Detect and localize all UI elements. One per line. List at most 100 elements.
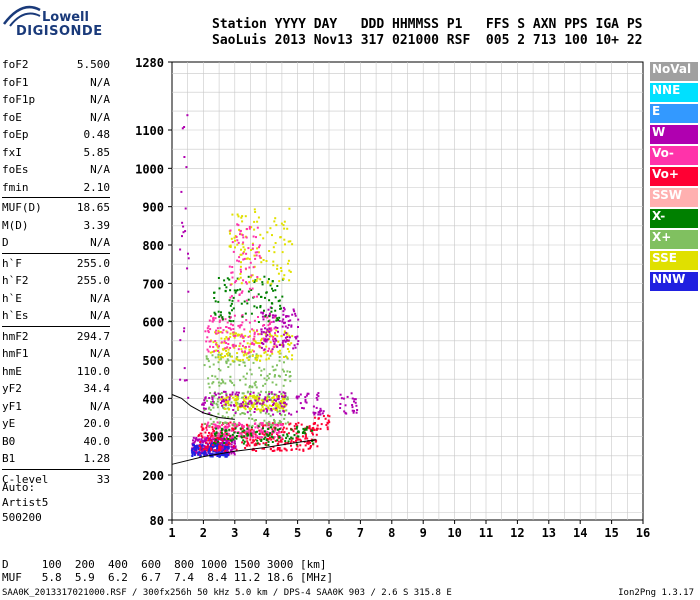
echo-point-vo- (247, 426, 250, 429)
echo-point-sse (247, 397, 250, 400)
echo-point-vo- (208, 431, 210, 434)
echo-point-sse (288, 279, 291, 282)
echo-point-vo- (256, 295, 258, 298)
echo-point-vo- (297, 438, 300, 441)
echo-point-vo- (277, 437, 280, 440)
param-key: h`F (2, 256, 22, 270)
echo-point-x- (267, 412, 270, 415)
echo-point-vo- (230, 271, 233, 274)
echo-point-vo- (306, 437, 309, 440)
echo-point-sse (280, 222, 283, 225)
echo-point-x- (251, 424, 254, 427)
echo-point-sse (248, 281, 251, 284)
echo-point-vo- (267, 424, 270, 426)
echo-point-w (288, 336, 291, 339)
echo-point-w (262, 318, 265, 321)
echo-point-vo- (314, 422, 316, 424)
echo-point-w (350, 392, 353, 395)
echo-point-sse (235, 332, 237, 335)
echo-point-x- (208, 406, 211, 409)
echo-point-vo- (206, 336, 209, 339)
echo-point-x- (271, 280, 274, 282)
echo-point-x- (279, 375, 281, 378)
echo-point-sse (227, 351, 230, 354)
echo-point-vo- (282, 426, 285, 429)
echo-point-sse (276, 405, 279, 408)
echo-point-x- (242, 442, 245, 445)
echo-point-x- (253, 305, 256, 308)
echo-point-vo- (243, 257, 246, 260)
param-row: fxI 5.85 (2, 144, 110, 162)
echo-point-x- (218, 287, 221, 290)
echo-point-sse (283, 220, 286, 223)
echo-point-w (276, 327, 279, 329)
echo-point-vo- (316, 424, 319, 427)
echo-point-sse (214, 349, 217, 352)
echo-point-w (179, 248, 182, 251)
echo-point-vo- (231, 276, 234, 279)
echo-point-w (264, 338, 267, 341)
echo-point-vo- (292, 430, 295, 433)
echo-point-vo- (249, 429, 252, 432)
echo-point-w (223, 400, 225, 403)
echo-point-vo- (226, 321, 229, 324)
echo-point-vo- (298, 448, 301, 451)
echo-point-x- (216, 377, 219, 380)
echo-point-sse (273, 220, 276, 223)
echo-point-vo- (315, 428, 318, 431)
echo-point-nnw (224, 442, 227, 445)
legend-entry-ssw: SSW (650, 188, 698, 207)
echo-point-vo- (212, 423, 215, 426)
echo-point-w (221, 400, 223, 403)
param-row: h`E N/A (2, 290, 110, 308)
echo-point-vo- (232, 328, 235, 330)
echo-point-vo- (265, 442, 268, 444)
echo-point-sse (225, 396, 228, 399)
echo-point-x- (225, 392, 228, 395)
param-separator (2, 325, 110, 327)
echo-point-x- (225, 360, 228, 363)
echo-point-x- (248, 417, 250, 420)
echo-point-x- (286, 433, 289, 436)
echo-point-vo- (226, 443, 228, 446)
echo-point-w (282, 318, 285, 321)
param-value: N/A (90, 309, 110, 322)
echo-point-w (265, 407, 268, 410)
param-value: N/A (90, 236, 110, 249)
echo-point-w (232, 404, 235, 407)
echo-point-vo- (253, 343, 256, 346)
echo-point-x- (271, 393, 274, 395)
echo-point-vo- (213, 449, 216, 452)
echo-point-x- (237, 395, 240, 398)
echo-point-vo- (257, 333, 260, 336)
echo-point-x- (264, 412, 267, 415)
echo-point-x- (224, 416, 227, 419)
echo-point-w (354, 398, 357, 401)
echo-point-x- (276, 285, 279, 287)
echo-point-w (201, 450, 204, 453)
echo-point-vo- (260, 431, 263, 434)
echo-point-sse (251, 355, 254, 357)
echo-point-vo- (222, 329, 225, 332)
echo-point-x- (250, 426, 253, 429)
echo-point-sse (223, 407, 226, 410)
x-tick-label: 11 (479, 526, 493, 540)
echo-point-x- (214, 313, 217, 316)
echo-point-vo- (320, 423, 323, 426)
echo-point-w (228, 396, 231, 399)
echo-point-w (292, 308, 295, 311)
echo-point-sse (257, 251, 260, 254)
echo-point-vo- (202, 427, 205, 430)
echo-point-x- (229, 435, 232, 438)
echo-point-w (265, 410, 268, 413)
echo-point-x- (217, 361, 220, 364)
echo-point-vo- (224, 347, 227, 350)
echo-point-w (224, 438, 227, 441)
echo-point-w (297, 326, 299, 328)
echo-point-vo- (201, 436, 204, 439)
echo-point-sse (212, 341, 215, 344)
echo-point-vo- (237, 324, 240, 327)
echo-point-w (280, 405, 283, 408)
echo-point-x- (248, 424, 251, 427)
echo-point-nnw (200, 447, 203, 450)
